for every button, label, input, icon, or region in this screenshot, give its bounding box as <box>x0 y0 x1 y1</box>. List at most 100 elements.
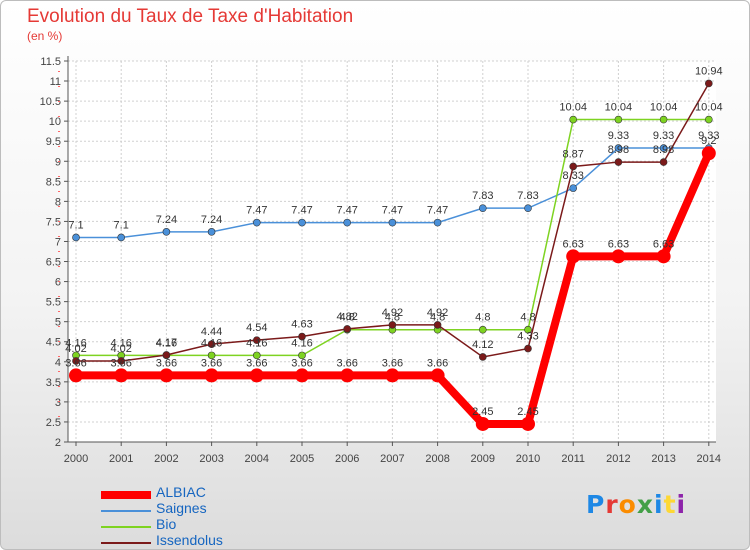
y-tick-label: 7.5 <box>46 216 61 228</box>
data-label-albiac: 3.66 <box>291 357 312 369</box>
data-point-bio <box>614 115 623 124</box>
data-point-albiac <box>475 416 490 431</box>
data-label-bio: 4.8 <box>340 312 355 324</box>
x-tick-label: 2001 <box>109 453 133 465</box>
data-point-albiac <box>611 249 626 264</box>
data-label-issendolus: 4.02 <box>65 343 86 355</box>
legend-label: ALBIAC <box>156 484 206 500</box>
y-tick-label: 3.5 <box>46 377 61 389</box>
data-label-saignes: 7.1 <box>68 219 83 231</box>
data-point-albiac <box>340 368 355 383</box>
data-point-saignes <box>72 233 80 242</box>
data-label-issendolus: 4.33 <box>517 331 538 343</box>
data-label-saignes: 7.24 <box>201 214 222 226</box>
y-tick-label: 3 <box>55 397 61 409</box>
data-label-albiac: 2.45 <box>517 406 538 418</box>
data-label-issendolus: 4.44 <box>201 326 222 338</box>
data-label-issendolus: 4.54 <box>246 322 267 334</box>
data-label-bio: 4.16 <box>156 337 177 349</box>
data-point-albiac <box>204 368 219 383</box>
data-point-albiac <box>159 368 174 383</box>
y-tick-label: 8.5 <box>46 176 61 188</box>
data-label-saignes: 7.47 <box>336 205 357 217</box>
data-point-saignes <box>162 228 171 236</box>
data-label-saignes: 9.33 <box>653 130 674 142</box>
data-point-issendolus <box>162 351 171 359</box>
chart-subtitle: (en %) <box>27 29 63 43</box>
data-label-albiac: 3.66 <box>427 357 448 369</box>
legend-swatch <box>101 526 151 528</box>
data-label-bio: 4.16 <box>201 337 222 349</box>
data-point-bio <box>659 115 668 124</box>
x-tick-label: 2004 <box>245 453 269 465</box>
data-label-bio: 4.16 <box>291 337 312 349</box>
data-point-issendolus <box>388 321 397 329</box>
data-point-issendolus <box>614 158 623 166</box>
y-tick-label: 9 <box>55 156 61 168</box>
chart-title: Evolution du Taux de Taxe d'Habitation <box>27 6 354 27</box>
data-point-albiac <box>430 368 445 383</box>
data-point-saignes <box>207 228 216 236</box>
data-point-albiac <box>295 368 309 383</box>
data-label-bio: 4.8 <box>475 312 490 324</box>
data-point-issendolus <box>478 353 487 361</box>
data-label-albiac: 3.66 <box>65 357 86 369</box>
data-point-albiac <box>69 368 83 383</box>
data-point-albiac <box>701 146 716 161</box>
data-label-issendolus: 8.98 <box>608 144 629 156</box>
x-tick-label: 2000 <box>64 453 88 465</box>
data-label-saignes: 9.33 <box>698 130 719 142</box>
data-point-albiac <box>385 368 400 383</box>
data-point-saignes <box>524 204 532 212</box>
data-label-albiac: 9.2 <box>701 135 716 147</box>
data-label-saignes: 7.1 <box>114 219 129 231</box>
data-label-saignes: 8.33 <box>562 170 583 182</box>
data-label-albiac: 6.63 <box>653 238 674 250</box>
data-label-saignes: 7.83 <box>517 190 538 202</box>
data-label-albiac: 3.66 <box>246 357 267 369</box>
data-point-saignes <box>388 218 397 227</box>
y-tick-label: 10.5 <box>40 96 61 108</box>
data-label-bio: 4.16 <box>110 337 131 349</box>
y-tick-label: 8 <box>55 196 61 208</box>
data-point-albiac <box>656 249 671 264</box>
data-point-saignes <box>343 218 352 227</box>
data-point-issendolus <box>207 340 216 348</box>
data-label-albiac: 3.66 <box>201 357 222 369</box>
data-point-bio <box>298 351 306 360</box>
y-tick-label: 2.5 <box>46 417 61 429</box>
data-label-bio: 4.8 <box>430 312 445 324</box>
data-label-albiac: 6.63 <box>562 238 583 250</box>
data-label-issendolus: 4.92 <box>382 307 403 319</box>
x-tick-label: 2002 <box>154 453 178 465</box>
data-point-saignes <box>478 204 487 212</box>
legend-item-albiac: ALBIAC <box>101 484 261 502</box>
data-label-issendolus: 4.63 <box>291 319 312 331</box>
data-label-bio: 4.16 <box>65 337 86 349</box>
data-point-issendolus <box>569 162 578 171</box>
proxiti-logo: Proxiti <box>586 490 687 519</box>
data-label-saignes: 7.47 <box>427 205 448 217</box>
data-point-saignes <box>298 218 306 227</box>
data-point-bio <box>207 351 216 360</box>
data-point-issendolus <box>253 336 261 344</box>
data-point-saignes <box>569 184 578 192</box>
data-point-issendolus <box>659 158 668 166</box>
data-point-issendolus <box>72 357 80 365</box>
legend-label: Bio <box>156 516 177 532</box>
data-label-issendolus: 4.92 <box>427 307 448 319</box>
data-point-saignes <box>253 218 261 227</box>
y-tick-label: 5 <box>55 317 61 329</box>
data-point-albiac <box>114 368 129 383</box>
data-point-saignes <box>614 144 623 152</box>
data-label-bio: 10.04 <box>695 102 723 114</box>
data-label-issendolus: 4.17 <box>156 337 177 349</box>
x-tick-label: 2005 <box>290 453 314 465</box>
y-tick-label: 4 <box>55 357 61 369</box>
x-tick-label: 2008 <box>425 453 449 465</box>
data-label-saignes: 7.47 <box>246 205 267 217</box>
data-point-issendolus <box>343 325 352 333</box>
data-point-saignes <box>433 218 442 227</box>
